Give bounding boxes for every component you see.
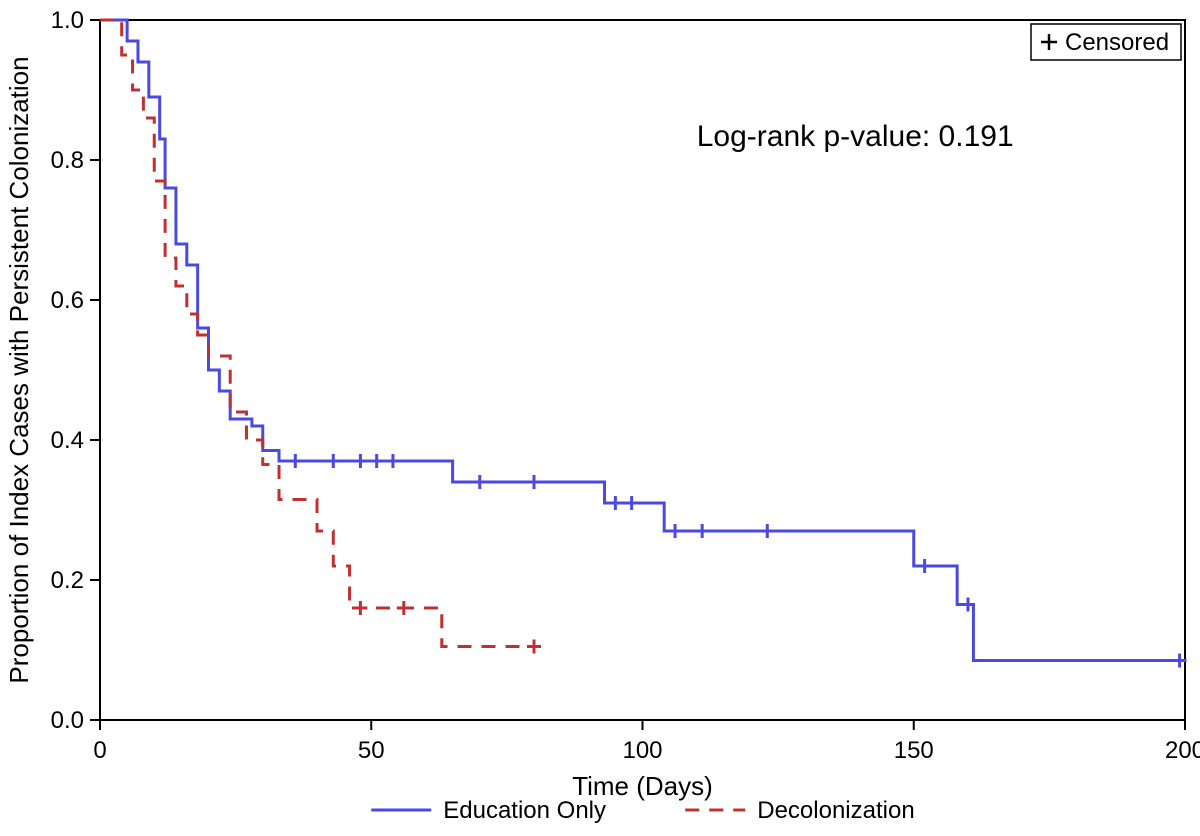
y-tick-label: 0.4 xyxy=(51,427,84,454)
x-tick-label: 100 xyxy=(622,737,662,764)
x-tick-label: 0 xyxy=(93,737,106,764)
legend-censored-label: Censored xyxy=(1065,29,1169,56)
y-tick-label: 1.0 xyxy=(51,7,84,34)
y-axis-label: Proportion of Index Cases with Persisten… xyxy=(4,56,34,683)
x-tick-label: 50 xyxy=(358,737,385,764)
y-tick-label: 0.6 xyxy=(51,287,84,314)
y-tick-label: 0.0 xyxy=(51,707,84,734)
y-tick-label: 0.8 xyxy=(51,147,84,174)
x-tick-label: 150 xyxy=(894,737,934,764)
legend-item-label: Decolonization xyxy=(757,797,914,824)
km-chart: 050100150200Time (Days)0.00.20.40.60.81.… xyxy=(0,0,1200,836)
log-rank-annotation: Log-rank p-value: 0.191 xyxy=(697,120,1014,153)
x-tick-label: 200 xyxy=(1165,737,1200,764)
chart-svg: 050100150200Time (Days)0.00.20.40.60.81.… xyxy=(0,0,1200,836)
y-tick-label: 0.2 xyxy=(51,567,84,594)
legend-item-label: Education Only xyxy=(443,797,606,824)
